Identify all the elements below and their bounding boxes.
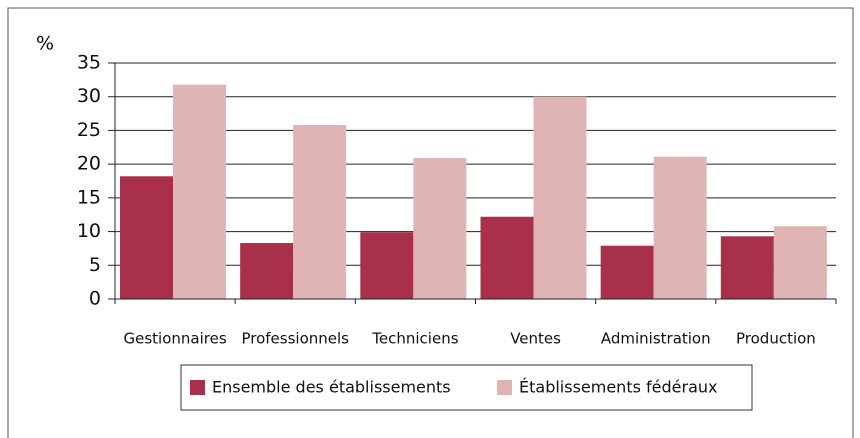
x-tick-label: Techniciens	[371, 330, 458, 348]
frame	[7, 7, 854, 438]
x-tick-label: Gestionnaires	[124, 330, 227, 348]
y-tick-label: 5	[89, 254, 101, 276]
y-tick-label: 30	[77, 85, 101, 107]
y-tick-label: 20	[77, 153, 101, 175]
y-axis-label: %	[36, 33, 54, 55]
y-tick-label: 35	[77, 52, 101, 74]
x-tick-label: Professionnels	[241, 330, 349, 348]
bar	[720, 236, 774, 299]
bar	[480, 216, 534, 299]
bar	[240, 243, 294, 299]
bar	[413, 158, 467, 299]
x-tick-label: Administration	[601, 330, 711, 348]
legend-swatch	[497, 380, 512, 395]
bar	[293, 125, 347, 299]
legend-label: Ensemble des établissements	[212, 378, 451, 397]
bar	[600, 245, 654, 299]
bar	[653, 156, 707, 299]
y-tick-label: 25	[77, 119, 101, 141]
bar	[773, 226, 827, 299]
y-tick-label: 10	[77, 220, 101, 242]
x-tick-label: Ventes	[510, 330, 561, 348]
bar	[360, 232, 414, 299]
legend-box	[180, 364, 753, 411]
bar	[173, 84, 226, 299]
y-tick-label: 15	[77, 186, 101, 208]
x-tick-label: Production	[736, 330, 816, 348]
legend-label: Établissements fédéraux	[519, 378, 717, 397]
legend-swatch	[190, 380, 205, 395]
y-tick-label: 0	[89, 288, 101, 310]
bar	[120, 176, 173, 299]
bar	[533, 96, 587, 299]
